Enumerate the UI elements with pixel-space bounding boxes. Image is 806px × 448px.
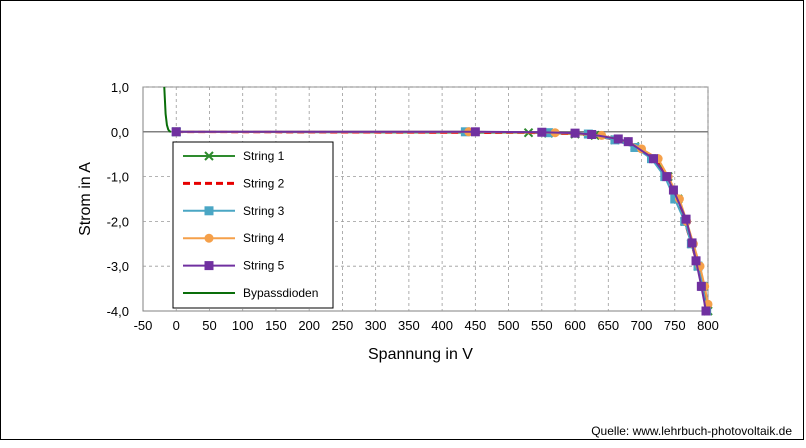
x-axis-title: Spannung in V: [368, 346, 473, 363]
x-tick-label: 750: [664, 318, 686, 333]
x-tick-label: 650: [597, 318, 619, 333]
legend-item-string-1: String 1: [183, 149, 285, 163]
x-tick-label: 300: [365, 318, 387, 333]
y-tick-label: 1,0: [111, 80, 129, 95]
legend-marker-string-4: [204, 233, 214, 243]
legend-label-string-4: String 4: [243, 231, 285, 245]
x-tick-label: 200: [298, 318, 320, 333]
series-string-5: [171, 127, 711, 316]
x-tick-label: -50: [134, 318, 153, 333]
data-point-string-5: [648, 154, 658, 164]
x-tick-label: 700: [631, 318, 653, 333]
y-tick-label: 0,0: [111, 125, 129, 140]
source-credit: Quelle: www.lehrbuch-photovoltaik.de: [591, 424, 792, 438]
legend-label-bypassdioden: Bypassdioden: [243, 286, 318, 300]
x-tick-label: 400: [431, 318, 453, 333]
series-line-bypassdioden: [163, 86, 172, 133]
legend-marker-string-5: [204, 261, 214, 271]
x-tick-label: 600: [564, 318, 586, 333]
x-tick-labels: -50 0 50 100 150 200 250 300 350 400 450 500 550 600 6…: [134, 318, 719, 333]
y-tick-label: -4,0: [107, 304, 129, 319]
legend-item-string-3: String 3: [183, 204, 285, 218]
data-point-string-5: [587, 129, 597, 139]
x-tick-label: 100: [232, 318, 254, 333]
legend-item-string-4: String 4: [183, 231, 285, 245]
data-point-string-5: [470, 127, 480, 137]
grid-lines: [142, 86, 709, 312]
chart-frame: -50 0 50 100 150 200 250 300 350 400 450 500 550 600 6…: [0, 0, 804, 440]
x-tick-label: 550: [531, 318, 553, 333]
legend-label-string-2: String 2: [243, 176, 285, 190]
legend: String 1 String 2 String 3 String 4 String 5…: [172, 141, 334, 309]
x-tick-label: 150: [265, 318, 287, 333]
legend-item-bypassdioden: Bypassdioden: [183, 286, 318, 300]
data-point-string-5: [691, 256, 701, 266]
x-tick-label: 800: [697, 318, 719, 333]
data-point-string-5: [696, 281, 706, 291]
legend-box: [172, 141, 334, 309]
data-point-string-5: [570, 128, 580, 138]
y-tick-label: -2,0: [107, 214, 129, 229]
legend-label-string-3: String 3: [243, 204, 285, 218]
data-point-string-5: [171, 127, 181, 137]
x-tick-label: 250: [332, 318, 354, 333]
legend-item-string-2: String 2: [183, 176, 285, 190]
data-point-string-5: [687, 238, 697, 248]
legend-marker-string-1: [204, 151, 214, 161]
data-point-string-5: [668, 185, 678, 195]
y-tick-labels: 1,0 0,0 -1,0 -2,0 -3,0 -4,0: [107, 80, 129, 319]
y-tick-label: -3,0: [107, 259, 129, 274]
data-point-string-5: [537, 127, 547, 137]
data-point-string-5: [662, 172, 672, 182]
legend-label-string-5: String 5: [243, 259, 285, 273]
data-point-string-5: [701, 306, 711, 316]
x-tick-label: 0: [173, 318, 180, 333]
data-point-string-5: [681, 214, 691, 224]
x-tick-label: 350: [398, 318, 420, 333]
data-point-string-5: [613, 134, 623, 144]
y-tick-label: -1,0: [107, 170, 129, 185]
legend-item-string-5: String 5: [183, 259, 285, 273]
y-axis-title: Strom in A: [77, 162, 94, 236]
legend-label-string-1: String 1: [243, 149, 285, 163]
data-point-string-5: [623, 137, 633, 147]
legend-marker-string-3: [204, 206, 214, 216]
series-bypassdioden: [163, 86, 172, 133]
series-group: [163, 86, 713, 316]
x-tick-label: 50: [202, 318, 216, 333]
x-tick-label: 450: [465, 318, 487, 333]
x-tick-label: 500: [498, 318, 520, 333]
